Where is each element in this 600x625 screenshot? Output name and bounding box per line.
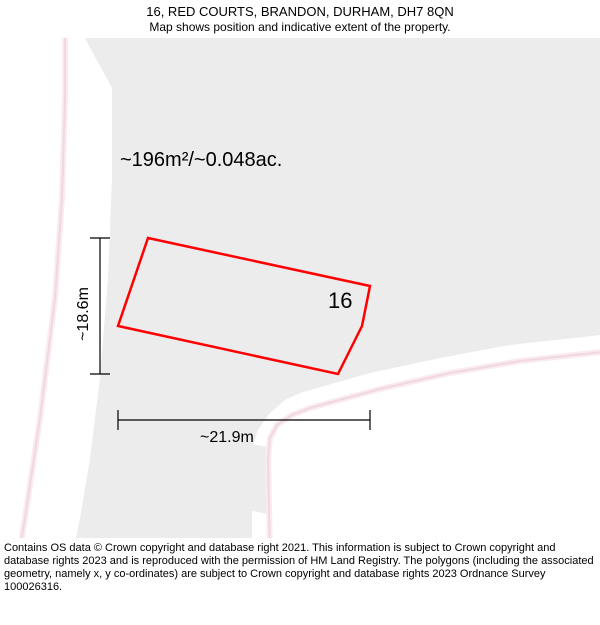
property-number-label: 16 [328, 288, 352, 313]
header: 16, RED COURTS, BRANDON, DURHAM, DH7 8QN… [0, 4, 600, 35]
footer-copyright: Contains OS data © Crown copyright and d… [4, 542, 596, 594]
height-dim-label: ~18.6m [75, 287, 92, 341]
page-container: 16, RED COURTS, BRANDON, DURHAM, DH7 8QN… [0, 0, 600, 625]
width-dim-label: ~21.9m [200, 429, 254, 446]
building-3 [512, 88, 600, 148]
page-title: 16, RED COURTS, BRANDON, DURHAM, DH7 8QN [0, 4, 600, 20]
map-area: ~196m²/~0.048ac. 16 ~21.9m ~18.6m [0, 38, 600, 538]
map-svg: ~196m²/~0.048ac. 16 ~21.9m ~18.6m [0, 38, 600, 538]
area-label: ~196m²/~0.048ac. [120, 149, 282, 171]
page-subtitle: Map shows position and indicative extent… [0, 20, 600, 35]
